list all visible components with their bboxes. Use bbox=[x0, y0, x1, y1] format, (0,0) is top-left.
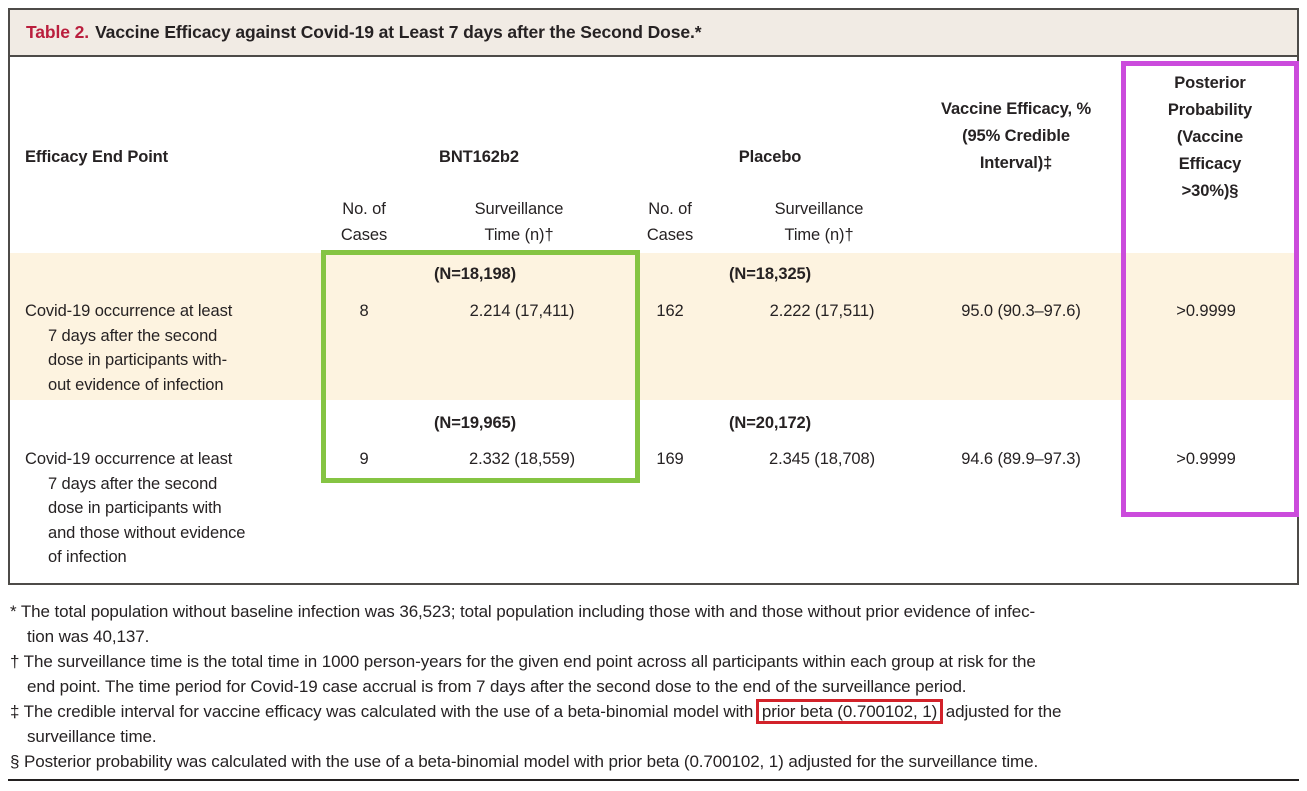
row1-placebo-n: (N=18,325) bbox=[728, 265, 812, 283]
row2-vaccine-efficacy: 94.6 (89.9–97.3) bbox=[961, 450, 1081, 468]
row2-bnt-cases: 9 bbox=[359, 450, 369, 468]
group-header-bnt162b2: BNT162b2 bbox=[439, 148, 519, 166]
row1-placebo-cases: 162 bbox=[656, 302, 684, 320]
footnote-dagger: † The surveillance time is the total tim… bbox=[10, 649, 1298, 699]
col-header-surveillance-time-placebo: Surveillance Time (n)† bbox=[774, 200, 864, 244]
row2-placebo-surveillance: 2.345 (18,708) bbox=[769, 450, 875, 468]
row2-endpoint: Covid-19 occurrence at least 7 days afte… bbox=[25, 450, 246, 566]
col-header-no-of-cases-bnt: No. of Cases bbox=[340, 200, 388, 244]
green-annotation-box bbox=[321, 250, 640, 483]
footnote-double-dagger-text-before: The credible interval for vaccine effica… bbox=[19, 702, 758, 721]
row1-bnt-n: (N=18,198) bbox=[433, 265, 517, 283]
footnote-double-dagger-text-after: adjusted for the surveillance time. bbox=[27, 702, 1062, 746]
footnote-asterisk-text: The total population without baseline in… bbox=[20, 602, 1036, 646]
footnote-double-dagger: ‡ The credible interval for vaccine effi… bbox=[10, 699, 1298, 749]
row1-bnt-cases: 8 bbox=[359, 302, 369, 320]
footnote-asterisk-marker: * bbox=[10, 602, 17, 621]
col-header-posterior-probability: Posterior Probability (Vaccine Efficacy … bbox=[1167, 74, 1253, 200]
footnote-asterisk: * The total population without baseline … bbox=[10, 599, 1298, 649]
footnotes: * The total population without baseline … bbox=[10, 599, 1298, 774]
bottom-rule bbox=[8, 779, 1299, 781]
row1-vaccine-efficacy: 95.0 (90.3–97.6) bbox=[961, 302, 1081, 320]
footnote-section-text: Posterior probability was calculated wit… bbox=[19, 752, 1039, 771]
footnote-dagger-marker: † bbox=[10, 652, 20, 671]
red-annotation-box: prior beta (0.700102, 1) bbox=[755, 699, 944, 724]
group-header-placebo: Placebo bbox=[738, 148, 802, 166]
row2-bnt-surveillance: 2.332 (18,559) bbox=[469, 450, 575, 468]
row1-background bbox=[10, 253, 1297, 400]
col-header-vaccine-efficacy: Vaccine Efficacy, % (95% Credible Interv… bbox=[940, 100, 1092, 172]
row2-placebo-n: (N=20,172) bbox=[728, 414, 812, 432]
row1-bnt-surveillance: 2.214 (17,411) bbox=[469, 302, 575, 320]
row2-bnt-n: (N=19,965) bbox=[433, 414, 517, 432]
row2-posterior: >0.9999 bbox=[1176, 450, 1236, 468]
table-title-text: Vaccine Efficacy against Covid-19 at Lea… bbox=[95, 22, 702, 42]
col-header-surveillance-time-bnt: Surveillance Time (n)† bbox=[474, 200, 564, 244]
magenta-annotation-box bbox=[1121, 61, 1299, 517]
table-number-label: Table 2. bbox=[26, 22, 90, 42]
footnote-section-marker: § bbox=[10, 752, 20, 771]
table-title-bar: Table 2. Vaccine Efficacy against Covid-… bbox=[10, 10, 1297, 57]
row2-placebo-cases: 169 bbox=[656, 450, 684, 468]
row1-placebo-surveillance: 2.222 (17,511) bbox=[769, 302, 875, 320]
col-header-efficacy-end-point: Efficacy End Point bbox=[25, 148, 169, 166]
footnote-dagger-text: The surveillance time is the total time … bbox=[23, 652, 1036, 696]
col-header-no-of-cases-placebo: No. of Cases bbox=[646, 200, 694, 244]
footnote-double-dagger-marker: ‡ bbox=[10, 702, 20, 721]
footnote-section: § Posterior probability was calculated w… bbox=[10, 749, 1298, 774]
row1-posterior: >0.9999 bbox=[1176, 302, 1236, 320]
row1-endpoint: Covid-19 occurrence at least 7 days afte… bbox=[25, 302, 233, 394]
